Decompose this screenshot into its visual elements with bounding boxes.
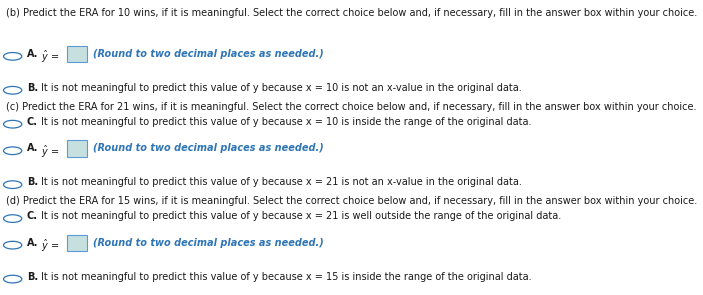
Text: It is not meaningful to predict this value of y because x = 21 is not an x-value: It is not meaningful to predict this val… (41, 177, 522, 187)
Text: (d) Predict the ERA for 15 wins, if it is meaningful. Select the correct choice : (d) Predict the ERA for 15 wins, if it i… (6, 196, 697, 206)
Text: C.: C. (27, 211, 38, 221)
FancyBboxPatch shape (67, 140, 87, 157)
FancyBboxPatch shape (67, 46, 87, 62)
Text: A.: A. (27, 143, 38, 153)
Text: $\hat{y}$ =: $\hat{y}$ = (41, 143, 59, 160)
Text: It is not meaningful to predict this value of y because x = 21 is well outside t: It is not meaningful to predict this val… (41, 211, 561, 221)
Text: $\hat{y}$ =: $\hat{y}$ = (41, 238, 59, 254)
Text: A.: A. (27, 238, 38, 248)
Text: It is not meaningful to predict this value of y because x = 10 is not an x-value: It is not meaningful to predict this val… (41, 83, 522, 93)
Text: B.: B. (27, 83, 38, 93)
FancyBboxPatch shape (67, 235, 87, 251)
Text: $\hat{y}$ =: $\hat{y}$ = (41, 49, 59, 65)
Text: (c) Predict the ERA for 21 wins, if it is meaningful. Select the correct choice : (c) Predict the ERA for 21 wins, if it i… (6, 102, 696, 112)
Text: B.: B. (27, 272, 38, 282)
Text: C.: C. (27, 117, 38, 127)
Text: A.: A. (27, 49, 38, 59)
Text: It is not meaningful to predict this value of y because x = 10 is inside the ran: It is not meaningful to predict this val… (41, 117, 531, 127)
Text: (b) Predict the ERA for 10 wins, if it is meaningful. Select the correct choice : (b) Predict the ERA for 10 wins, if it i… (6, 8, 697, 18)
Text: (Round to two decimal places as needed.): (Round to two decimal places as needed.) (93, 238, 323, 248)
Text: (Round to two decimal places as needed.): (Round to two decimal places as needed.) (93, 143, 323, 153)
Text: B.: B. (27, 177, 38, 187)
Text: (Round to two decimal places as needed.): (Round to two decimal places as needed.) (93, 49, 323, 59)
Text: It is not meaningful to predict this value of y because x = 15 is inside the ran: It is not meaningful to predict this val… (41, 272, 531, 282)
